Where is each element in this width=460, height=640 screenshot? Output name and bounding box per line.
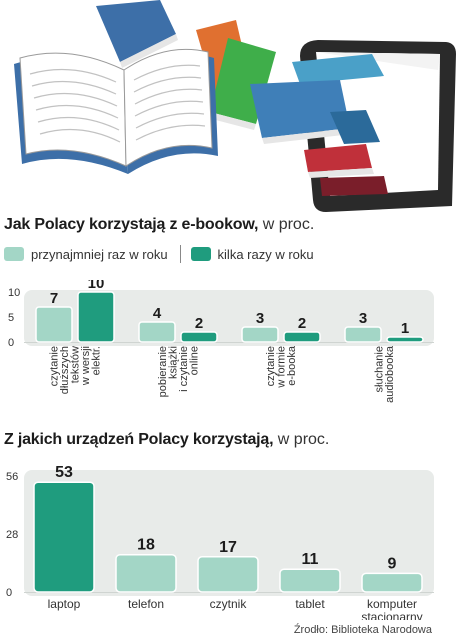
chart2-data-label: 18	[137, 537, 155, 554]
chart1-category-line: e-booka	[286, 345, 298, 386]
chart2-bar	[279, 568, 341, 593]
chart1-legend: przynajmniej raz w roku kilka razy w rok…	[4, 244, 338, 264]
chart1-category-line: dłuższych	[59, 346, 71, 394]
chart1-category-line: słuchanie	[373, 346, 385, 392]
chart2-category-line: czytnik	[210, 597, 248, 611]
chart1-bar	[35, 306, 73, 343]
chart2-category-label: telefon	[128, 597, 164, 611]
chart1-category-line: w wersji	[80, 346, 92, 386]
chart2-data-label: 11	[302, 551, 319, 568]
legend-label-yearly: przynajmniej raz w roku	[31, 246, 168, 262]
chart2: 56 28 0 53 laptop 18 telefon 17 czytnik 11 tablet 9…	[6, 464, 434, 620]
chart1-category-line: audiobooka	[384, 345, 396, 403]
chart1-panel	[24, 290, 434, 346]
chart1-data-label: 7	[50, 290, 58, 307]
chart2-bar	[115, 553, 177, 593]
chart2-ytick: 28	[6, 529, 18, 541]
chart1-category-line: i czytanie	[178, 346, 190, 392]
chart2-data-label: 53	[55, 464, 73, 481]
chart2-bar	[33, 481, 95, 593]
chart1-category-label: czytaniedłuższychtekstóww wersjielektr.	[49, 346, 103, 394]
legend-item-yearly: przynajmniej raz w roku	[4, 247, 168, 262]
chart2-data-label: 9	[388, 555, 397, 572]
chart2-ytick: 0	[6, 587, 12, 599]
open-book-icon	[14, 48, 218, 174]
chart1-category-line: czytanie	[265, 346, 277, 386]
chart2-category-line: telefon	[128, 597, 164, 611]
chart2-category-line: laptop	[48, 597, 81, 611]
chart1-category-line: online	[188, 346, 200, 375]
chart1-title: Jak Polacy korzystają z e-bookow, w proc…	[4, 216, 314, 234]
chart1-category-line: tekstów	[70, 346, 82, 383]
chart2-title-text: Z jakich urządzeń Polacy korzystają,	[4, 431, 274, 448]
chart1-data-label: 3	[359, 310, 367, 327]
chart1-category-label: czytaniew formiee-booka	[265, 345, 298, 388]
chart2-category-label: laptop	[48, 597, 81, 611]
chart1-category-line: w formie	[276, 346, 288, 389]
legend-label-several: kilka razy w roku	[217, 246, 314, 262]
stacked-books-icon	[96, 0, 388, 196]
chart2-bar	[361, 572, 423, 593]
chart1-ytick: 5	[8, 312, 14, 324]
chart1-unit: w proc.	[258, 216, 315, 233]
legend-swatch-several	[190, 247, 211, 261]
legend-swatch-yearly	[4, 247, 24, 261]
chart2-data-label: 17	[219, 539, 237, 556]
chart1-data-label: 3	[256, 310, 264, 327]
chart2-category-line: tablet	[295, 597, 325, 611]
chart1-data-label: 10	[88, 280, 105, 292]
chart1-bar	[138, 321, 176, 343]
legend-divider	[179, 245, 181, 263]
illustration	[14, 0, 456, 212]
chart1-data-label: 1	[401, 320, 409, 337]
chart2-category-line: komputer	[367, 597, 417, 611]
chart1-bar	[180, 331, 218, 343]
chart1-title-text: Jak Polacy korzystają z e-bookow,	[4, 216, 259, 233]
chart1-bar	[77, 291, 115, 343]
chart2-category-line: stacjonarny	[361, 610, 422, 620]
chart1-category-line: pobieranie	[157, 346, 169, 397]
chart1-bar	[241, 326, 279, 343]
chart1-category-label: pobieranieksiążkii czytanieonline	[157, 346, 201, 397]
chart1-bar	[283, 331, 321, 343]
chart2-category-label: czytnik	[210, 597, 248, 611]
chart2-title: Z jakich urządzeń Polacy korzystają, w p…	[4, 431, 329, 449]
chart1-category-line: książki	[167, 346, 179, 379]
source-note: Źrodło: Biblioteka Narodowa	[293, 624, 432, 636]
chart1-category-line: elektr.	[91, 346, 103, 375]
legend-item-several: kilka razy w roku	[190, 246, 314, 262]
chart1-ytick: 0	[8, 337, 14, 349]
chart1-category-line: czytanie	[49, 346, 61, 386]
chart1-data-label: 2	[195, 315, 203, 332]
chart2-bar	[197, 556, 259, 593]
chart1-ytick: 10	[8, 287, 20, 299]
chart1-category-label: słuchanieaudiobooka	[373, 345, 396, 403]
chart2-unit: w proc.	[273, 431, 330, 448]
chart2-category-label: tablet	[295, 597, 325, 611]
chart2-ytick: 56	[6, 471, 18, 483]
chart2-category-label: komputer stacjonarny	[361, 597, 422, 620]
chart1-data-label: 4	[153, 305, 162, 322]
chart1-bar	[344, 326, 382, 343]
chart1-data-label: 2	[298, 315, 306, 332]
chart1-bar	[386, 336, 424, 343]
